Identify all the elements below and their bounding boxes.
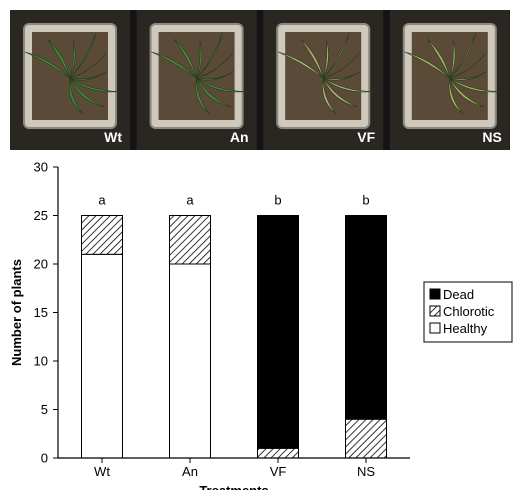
y-tick-label: 5 bbox=[41, 402, 48, 417]
leaf-shape bbox=[69, 51, 108, 79]
leaf-shape bbox=[69, 77, 121, 93]
bar-segment-an-chlorotic bbox=[169, 215, 211, 265]
leaf-shape bbox=[47, 38, 71, 79]
photo-panel-an: An bbox=[136, 10, 257, 150]
bar-segment-ns-dead bbox=[345, 215, 387, 420]
photo-label: An bbox=[230, 129, 249, 145]
bar-segment-wt-healthy bbox=[81, 253, 123, 459]
legend-swatch-healthy bbox=[429, 322, 441, 334]
soil-surface bbox=[285, 32, 362, 120]
leaf-shape bbox=[404, 51, 451, 79]
leaf-shape bbox=[322, 77, 337, 114]
leaf-shape bbox=[277, 51, 324, 79]
leaf-shape bbox=[323, 71, 361, 81]
leaf-shape bbox=[196, 40, 203, 79]
leaf-shape bbox=[195, 77, 210, 114]
leaf-shape bbox=[24, 51, 71, 79]
leaf-shape bbox=[322, 77, 358, 108]
leaf-shape bbox=[322, 40, 329, 79]
leaf-shape bbox=[196, 71, 234, 81]
leaf-shape bbox=[69, 71, 108, 81]
legend-label-chlorotic: Chlorotic bbox=[443, 304, 495, 319]
leaf-shape bbox=[449, 32, 477, 79]
leaf-shape bbox=[68, 77, 84, 114]
significance-letter: a bbox=[186, 193, 194, 208]
leaf-shape bbox=[196, 51, 234, 79]
leaf-shape bbox=[196, 32, 223, 79]
significance-letter: b bbox=[362, 193, 369, 208]
legend-swatch-chlorotic bbox=[429, 305, 441, 317]
leaf-shape bbox=[323, 77, 374, 93]
y-tick-label: 30 bbox=[34, 160, 48, 175]
photo-panel-vf: VF bbox=[263, 10, 384, 150]
leaf-shape bbox=[427, 38, 451, 79]
treatment-photo-strip: Wt An VF NS bbox=[10, 10, 510, 150]
leaf-shape bbox=[173, 38, 197, 79]
legend-swatch-dead bbox=[429, 288, 441, 300]
y-axis-title: Number of plants bbox=[9, 259, 24, 366]
leaf-shape bbox=[448, 77, 463, 114]
significance-letter: b bbox=[274, 193, 281, 208]
photo-label: NS bbox=[482, 129, 501, 145]
leaf-shape bbox=[449, 51, 487, 79]
y-tick-label: 15 bbox=[34, 305, 48, 320]
x-tick-label: NS bbox=[357, 464, 375, 479]
legend-label-healthy: Healthy bbox=[443, 321, 488, 336]
soil-surface bbox=[32, 32, 108, 120]
significance-letter: a bbox=[98, 193, 106, 208]
legend-label-dead: Dead bbox=[443, 287, 474, 302]
leaf-shape bbox=[449, 77, 485, 108]
leaf-shape bbox=[449, 40, 456, 79]
leaf-shape bbox=[196, 77, 248, 93]
bar-segment-an-healthy bbox=[169, 263, 211, 459]
y-tick-label: 0 bbox=[41, 451, 48, 466]
y-tick-label: 10 bbox=[34, 354, 48, 369]
leaf-shape bbox=[69, 40, 76, 79]
photo-label: Wt bbox=[104, 129, 122, 145]
y-tick-label: 25 bbox=[34, 208, 48, 223]
x-tick-label: VF bbox=[270, 464, 287, 479]
leaf-shape bbox=[196, 77, 232, 108]
leaf-shape bbox=[449, 71, 488, 81]
x-tick-label: Wt bbox=[94, 464, 110, 479]
x-tick-label: An bbox=[182, 464, 198, 479]
leaf-shape bbox=[323, 51, 361, 79]
x-axis-title: Treatments bbox=[199, 483, 268, 490]
soil-surface bbox=[158, 32, 235, 120]
leaf-shape bbox=[151, 51, 197, 79]
soil-surface bbox=[411, 32, 488, 120]
bar-segment-wt-chlorotic bbox=[81, 215, 123, 255]
leaf-shape bbox=[69, 32, 97, 79]
photo-panel-wt: Wt bbox=[10, 10, 130, 150]
photo-panel-ns: NS bbox=[389, 10, 510, 150]
y-tick-label: 20 bbox=[34, 257, 48, 272]
leaf-shape bbox=[300, 38, 324, 79]
leaf-shape bbox=[69, 77, 105, 108]
bar-segment-vf-dead bbox=[257, 215, 299, 449]
photo-label: VF bbox=[357, 129, 375, 145]
bar-segment-vf-chlorotic bbox=[257, 447, 299, 459]
leaf-shape bbox=[322, 32, 350, 79]
leaf-shape bbox=[449, 77, 501, 93]
bar-segment-ns-chlorotic bbox=[345, 418, 387, 459]
